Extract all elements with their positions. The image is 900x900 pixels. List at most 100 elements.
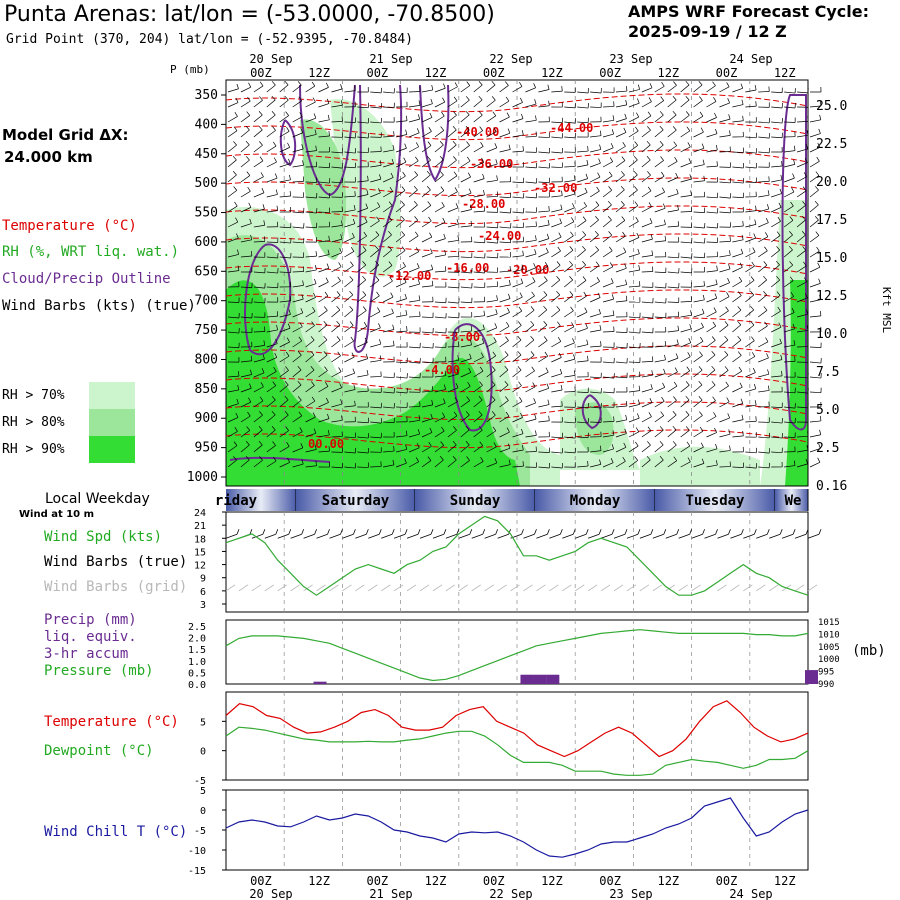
wind-barb — [473, 130, 483, 138]
wind-barb — [227, 116, 238, 123]
wind-barb — [771, 91, 783, 93]
wind-barb — [340, 84, 343, 90]
wind-barb — [699, 351, 703, 356]
wind-barb — [763, 275, 767, 281]
wind-barb — [486, 226, 498, 229]
wind-barb — [602, 250, 613, 258]
wind-barb-true — [575, 533, 587, 539]
wind-barb — [508, 144, 511, 150]
wind-barb — [331, 121, 343, 123]
wind-barb — [499, 415, 510, 423]
wind-barb — [421, 460, 432, 468]
wind-barb-true — [314, 529, 317, 535]
wind-barb — [473, 445, 483, 453]
wind-barb — [543, 291, 548, 296]
wind-barb — [357, 279, 366, 288]
temperature-tick-label: 5 — [200, 717, 206, 728]
wind-barb — [809, 266, 821, 273]
wind-barb — [702, 159, 705, 165]
wind-barb — [654, 86, 665, 93]
wind-barb — [520, 412, 523, 418]
wind-barb — [595, 201, 600, 206]
wind-barb — [758, 151, 770, 154]
wind-barb — [434, 301, 446, 304]
wind-barb — [460, 372, 471, 378]
wind-barb — [538, 420, 550, 423]
wind-barb — [538, 451, 550, 453]
wind-barb — [292, 399, 302, 408]
wind-barb — [602, 234, 612, 243]
wind-barb — [344, 223, 355, 228]
wind-barb — [706, 165, 718, 168]
wind-barb — [376, 216, 380, 222]
wind-barb — [525, 267, 536, 273]
wind-barb-grid — [523, 584, 533, 592]
wind-barb — [318, 211, 330, 213]
wind-barb — [525, 166, 537, 169]
wind-barb — [227, 254, 239, 258]
wind-barb — [486, 163, 498, 168]
wind-barb — [590, 162, 601, 168]
wind-barb — [262, 204, 265, 210]
wind-barb — [507, 443, 511, 449]
wind-barb — [819, 114, 822, 120]
wind-barb — [732, 324, 742, 333]
wind-barb — [564, 235, 574, 243]
wind-barb-true — [404, 529, 408, 535]
wind-barb — [648, 412, 652, 417]
wind-barb — [797, 91, 809, 94]
wind-barb — [675, 353, 679, 359]
wind-barb — [766, 218, 769, 223]
temperature-contour — [225, 373, 809, 393]
wind-barb — [583, 291, 587, 297]
wind-barb — [602, 204, 612, 213]
wind-barb — [493, 442, 497, 447]
temperature-tick-label: 0 — [200, 747, 206, 758]
wind-barb — [547, 84, 550, 90]
pressure-tick-label-right: 1005 — [818, 643, 840, 653]
wind-barb — [546, 233, 550, 239]
wind-barb — [688, 158, 692, 164]
wind-barb — [551, 357, 562, 363]
wind-barb — [543, 321, 548, 326]
wind-barb-true — [355, 533, 367, 539]
wind-barb — [758, 236, 769, 243]
wind-barb — [447, 459, 457, 468]
wind-barb — [240, 374, 252, 378]
wind-barb — [383, 406, 395, 409]
wind-barb — [467, 172, 471, 178]
wind-barb — [292, 211, 304, 214]
height-tick-label: 22.5 — [816, 137, 847, 152]
wind-barb — [240, 115, 250, 123]
wind-barb — [599, 130, 602, 136]
wind-barb — [344, 436, 356, 438]
wind-barb — [261, 188, 265, 193]
wind-barb — [551, 389, 563, 393]
wind-barb — [602, 161, 613, 168]
wind-barb — [421, 285, 433, 288]
wind-barb — [784, 328, 795, 333]
wind-barb — [263, 220, 266, 226]
wind-barb-true — [368, 533, 380, 539]
wind-barb — [505, 411, 510, 417]
wind-barb — [641, 190, 652, 198]
wind-barb — [247, 411, 251, 417]
wind-barb — [770, 279, 780, 288]
wind-barb — [745, 89, 757, 93]
wind-barb — [538, 294, 548, 303]
wind-barb — [331, 387, 342, 393]
wind-barb — [481, 338, 485, 344]
wind-barb — [667, 271, 679, 274]
wind-barb — [677, 325, 679, 331]
wind-barb — [551, 195, 563, 198]
wind-barb — [393, 131, 395, 137]
wind-barb — [440, 171, 444, 176]
wind-barb — [732, 370, 742, 378]
wind-barb — [628, 221, 639, 228]
wind-barb — [615, 300, 627, 303]
wind-barb-true — [678, 533, 690, 539]
wind-barb — [686, 441, 691, 447]
wind-barb — [367, 386, 369, 392]
wind-barb — [512, 449, 524, 453]
wind-barb — [699, 111, 704, 117]
